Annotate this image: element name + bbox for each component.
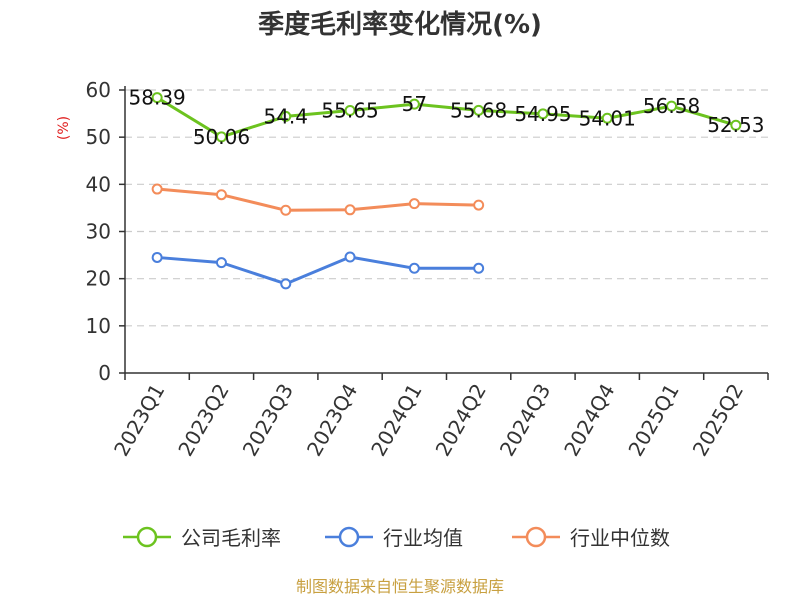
x-tick-label: 2025Q2: [688, 380, 748, 461]
series-3: [151, 183, 485, 216]
y-tick-label: 60: [86, 78, 111, 102]
data-point: [151, 92, 163, 104]
series-line: [157, 255, 479, 286]
y-tick-label: 50: [86, 125, 111, 149]
data-labels: 58.39 50.06 54.4 55.65 57 55.68 54.95 54.01 56.5…: [129, 86, 765, 149]
legend: 公司毛利率 行业均值 行业中位数: [123, 526, 670, 550]
data-point: [666, 100, 678, 112]
y-tick-label: 30: [86, 220, 111, 244]
data-point: [344, 204, 356, 216]
data-label: 55.68: [450, 98, 507, 122]
x-tick-label: 2023Q4: [302, 380, 362, 461]
y-tick-label: 40: [86, 172, 111, 196]
data-label: 57: [402, 92, 427, 116]
data-point: [280, 110, 292, 122]
source-note: 制图数据来自恒生聚源数据库: [296, 577, 504, 596]
data-point: [408, 98, 420, 110]
series-1: [151, 92, 742, 143]
data-point: [473, 104, 485, 116]
x-tick-label: 2023Q1: [109, 380, 169, 461]
legend-item[interactable]: 行业均值: [325, 526, 463, 550]
y-tick-label: 10: [86, 314, 111, 338]
data-point: [215, 131, 227, 143]
data-label: 58.39: [129, 86, 186, 110]
data-label: 54.4: [263, 104, 308, 128]
data-label: 55.65: [321, 99, 378, 123]
data-point: [280, 204, 292, 216]
series-layer: [151, 92, 742, 290]
legend-item[interactable]: 公司毛利率: [123, 526, 281, 550]
x-tick-label: 2024Q1: [366, 380, 426, 461]
series-line: [157, 187, 479, 212]
y-tick-label: 20: [86, 267, 111, 291]
data-label: 50.06: [193, 125, 250, 149]
data-point: [344, 251, 356, 263]
legend-label: 行业均值: [383, 526, 463, 550]
x-tick-label: 2023Q2: [173, 380, 233, 461]
data-label: 52.53: [707, 113, 764, 137]
data-point: [280, 278, 292, 290]
data-point: [215, 189, 227, 201]
x-tick-label: 2023Q3: [238, 380, 298, 461]
data-point: [473, 262, 485, 274]
data-point: [344, 105, 356, 117]
series-line: [156, 96, 737, 139]
x-tick-label: 2024Q2: [431, 380, 491, 461]
legend-label: 公司毛利率: [181, 526, 281, 550]
series-2: [151, 251, 485, 290]
legend-marker-icon: [525, 526, 547, 548]
data-point: [408, 198, 420, 210]
data-label: 54.01: [579, 106, 636, 130]
legend-marker-icon: [338, 526, 360, 548]
y-tick-label: 0: [98, 361, 111, 385]
data-point: [537, 108, 549, 120]
data-point: [473, 199, 485, 211]
legend-label: 行业中位数: [570, 526, 670, 550]
data-point: [215, 257, 227, 269]
data-point: [151, 183, 163, 195]
x-tick-label: 2024Q4: [559, 380, 619, 461]
data-point: [730, 119, 742, 131]
chart-title: 季度毛利率变化情况(%): [258, 9, 542, 40]
data-point: [601, 112, 613, 124]
data-point: [151, 251, 163, 263]
data-label: 56.58: [643, 94, 700, 118]
x-tick-label: 2025Q1: [623, 380, 683, 461]
data-point: [408, 262, 420, 274]
data-label: 54.95: [514, 102, 571, 126]
legend-item[interactable]: 行业中位数: [512, 526, 670, 550]
y-axis-label: (%): [56, 116, 72, 140]
x-tick-label: 2024Q3: [495, 380, 555, 461]
legend-marker-icon: [136, 526, 158, 548]
